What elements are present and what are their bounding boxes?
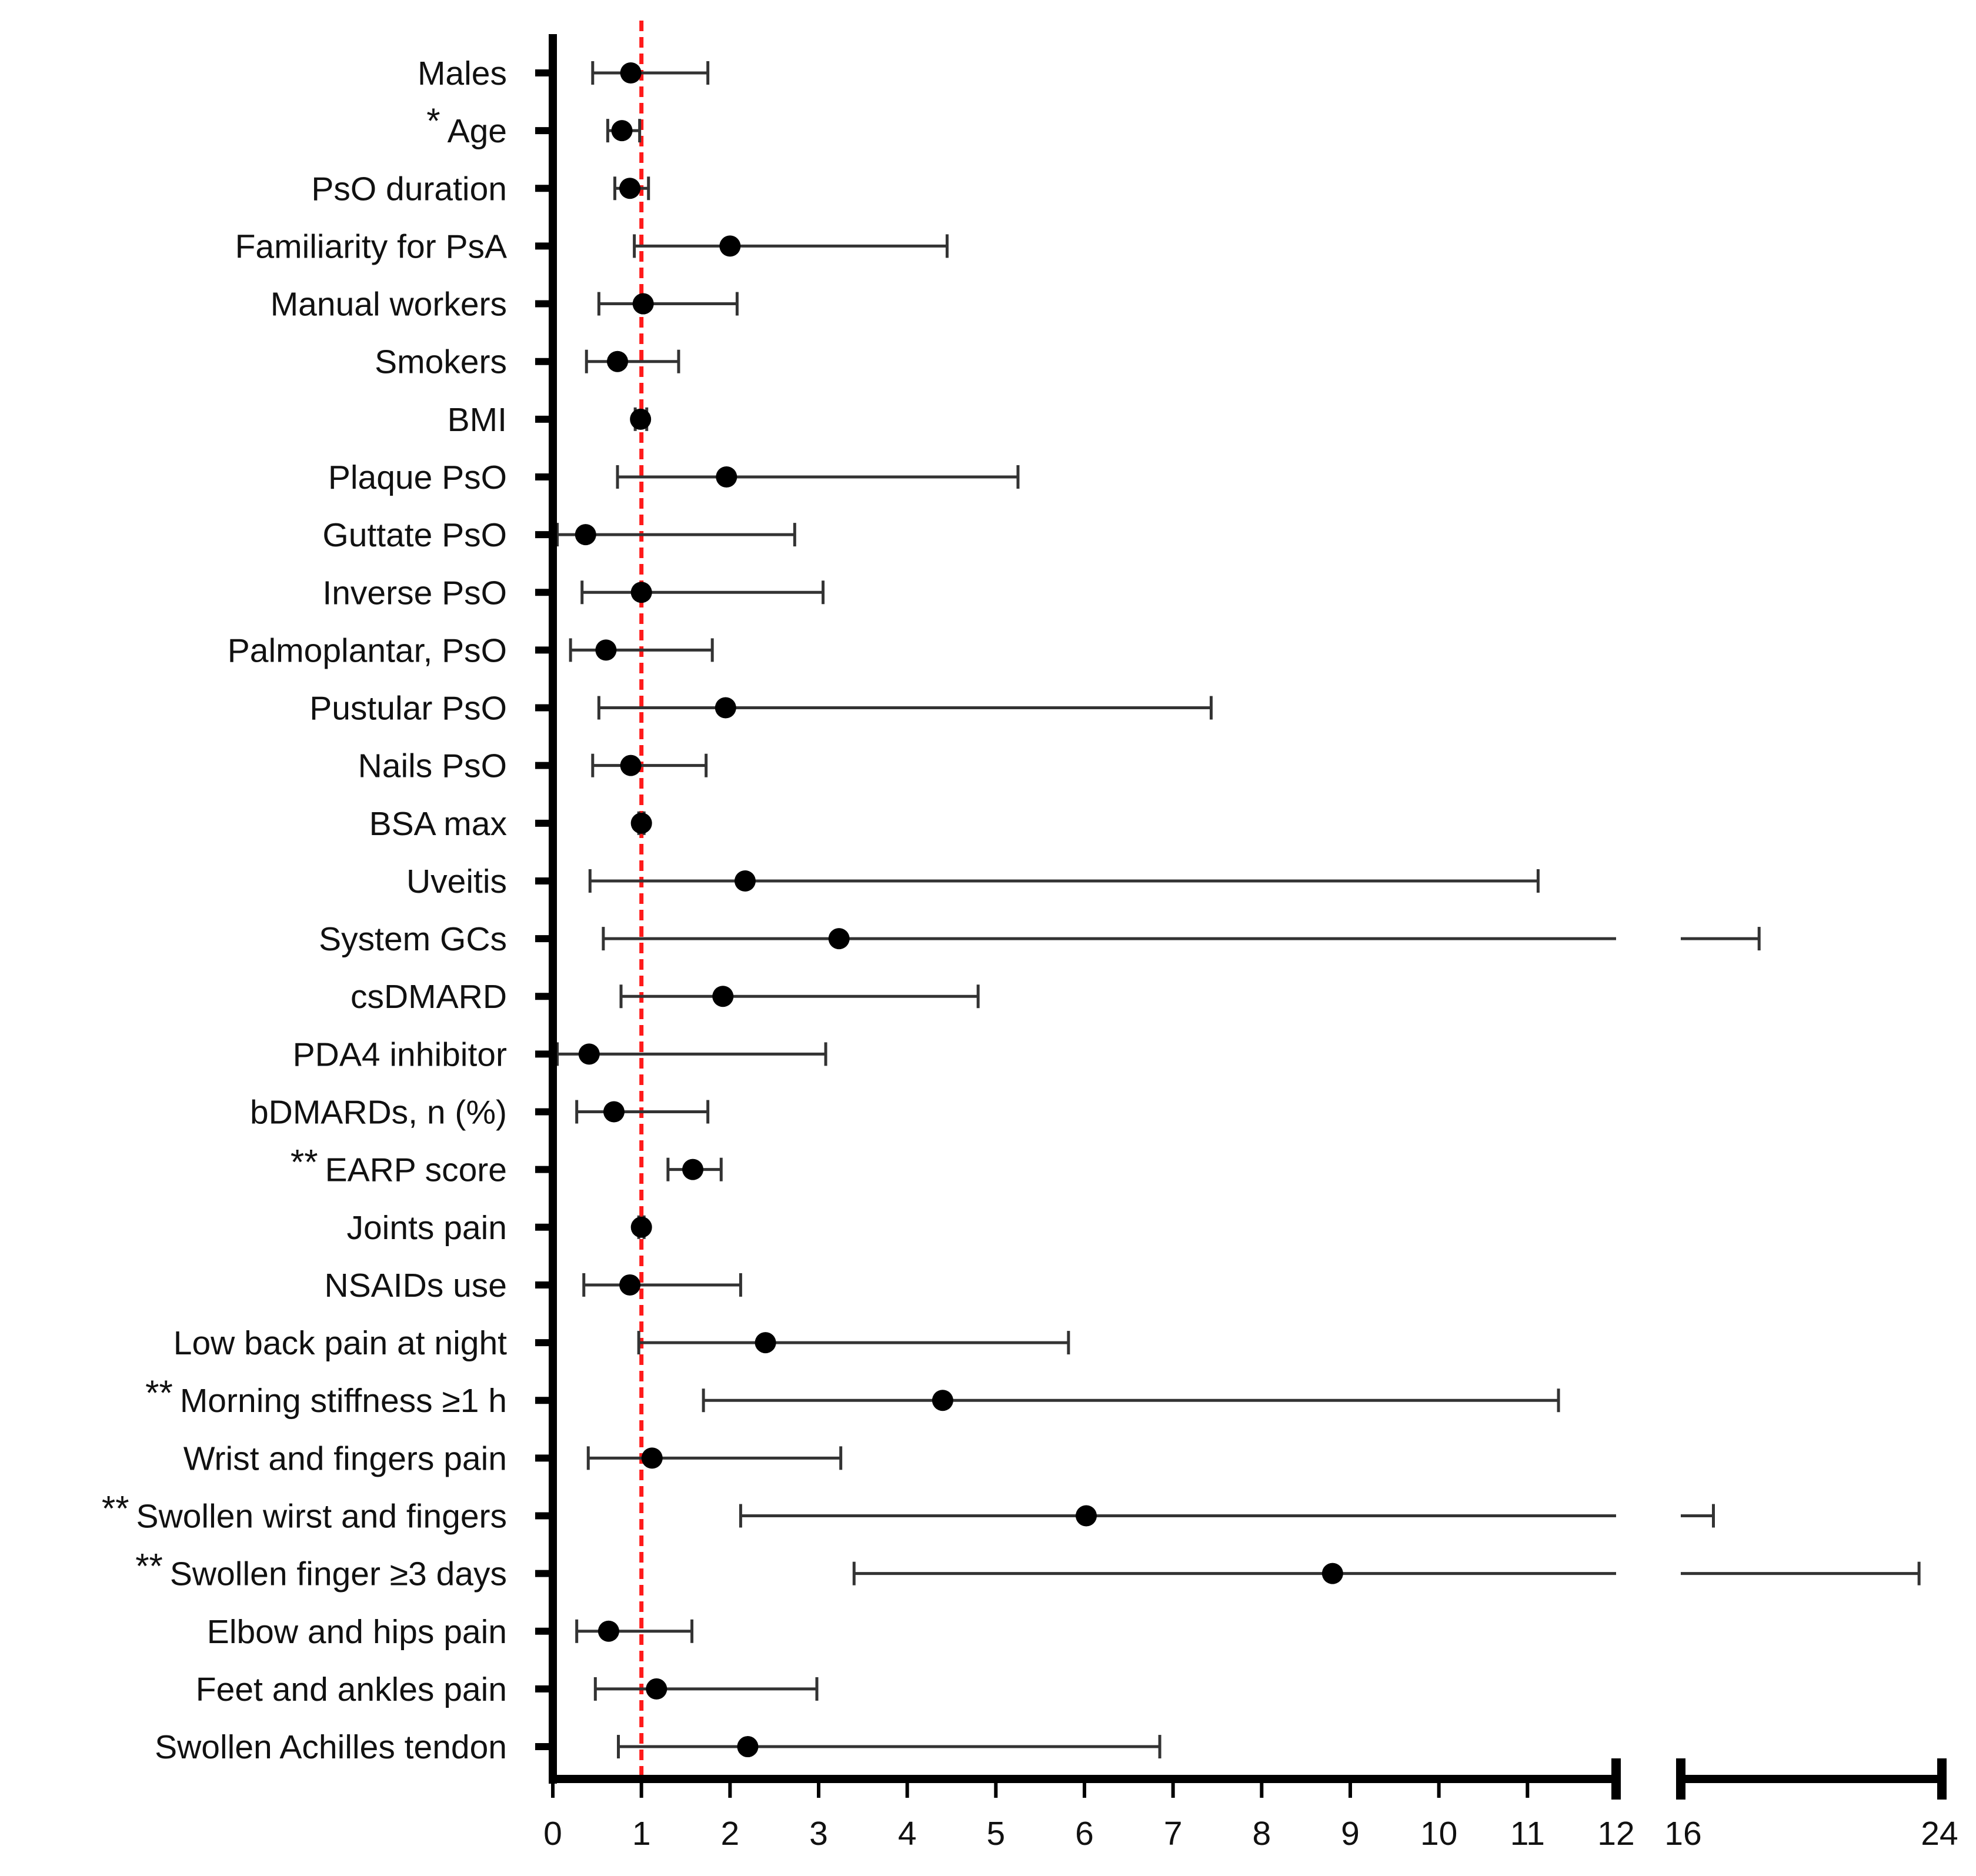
estimate-point <box>619 178 641 199</box>
significance-marker: ** <box>102 1489 129 1528</box>
estimate-point <box>630 1216 652 1238</box>
estimate-point <box>715 697 736 719</box>
row-label: Wrist and fingers pain <box>183 1440 507 1477</box>
estimate-point <box>595 639 617 661</box>
row-label: Swollen Achilles tendon <box>155 1728 507 1766</box>
estimate-point <box>630 408 652 430</box>
row-label: NSAIDs use <box>325 1267 507 1304</box>
estimate-point <box>1321 1563 1343 1584</box>
estimate-point <box>578 1043 600 1065</box>
row-label: Plaque PsO <box>328 459 507 496</box>
row-label: Swollen wirst and fingers <box>136 1498 507 1535</box>
row-label: System GCs <box>319 920 507 958</box>
row-label: Familiarity for PsA <box>235 228 507 265</box>
x-tick-label: 16 <box>1664 1815 1701 1852</box>
estimate-point <box>646 1678 667 1700</box>
x-tick-label: 3 <box>809 1815 828 1852</box>
row-label: Elbow and hips pain <box>207 1613 507 1651</box>
estimate-point <box>755 1332 776 1354</box>
row-label: csDMARD <box>351 978 507 1016</box>
estimate-point <box>575 524 596 546</box>
x-tick-label: 7 <box>1164 1815 1183 1852</box>
estimate-point <box>606 351 628 372</box>
estimate-points <box>575 62 1343 1758</box>
row-label: Low back pain at night <box>173 1324 507 1362</box>
estimate-point <box>734 870 756 892</box>
significance-marker: * <box>426 101 440 141</box>
row-label: BMI <box>448 401 507 439</box>
row-label: bDMARDs, n (%) <box>250 1094 507 1131</box>
row-label: Inverse PsO <box>322 574 507 612</box>
estimate-point <box>603 1101 625 1123</box>
estimate-point <box>611 120 633 142</box>
row-label: PsO duration <box>311 170 507 208</box>
estimate-point <box>620 755 642 776</box>
x-tick-label: 5 <box>986 1815 1005 1852</box>
estimate-point <box>828 928 850 950</box>
estimate-point <box>641 1447 663 1469</box>
row-label: Smokers <box>375 343 507 381</box>
row-label: Males <box>418 55 507 92</box>
estimate-point <box>932 1390 953 1411</box>
row-label: Nails PsO <box>358 747 507 785</box>
x-tick-label: 0 <box>543 1815 562 1852</box>
row-label: Morning stiffness ≥1 h <box>180 1382 507 1420</box>
estimate-point <box>620 62 642 84</box>
significance-marker: ** <box>145 1373 173 1413</box>
row-label: Uveitis <box>406 863 507 900</box>
estimate-point <box>712 986 734 1007</box>
estimate-point <box>632 293 654 315</box>
row-label: Age <box>448 112 507 150</box>
estimate-point <box>737 1736 759 1758</box>
row-label: BSA max <box>369 805 507 843</box>
row-label: EARP score <box>325 1151 507 1189</box>
estimate-point <box>598 1620 619 1642</box>
x-tick-label: 10 <box>1420 1815 1457 1852</box>
x-tick-label: 4 <box>898 1815 917 1852</box>
estimate-point <box>630 582 652 603</box>
row-label: Joints pain <box>346 1209 507 1247</box>
row-labels: Males Age* PsO duration Familiarity for PsA… <box>102 55 507 1766</box>
significance-marker: ** <box>135 1547 163 1586</box>
estimate-point <box>682 1159 704 1180</box>
row-label: Swollen finger ≥3 days <box>170 1555 507 1593</box>
x-tick-label: 24 <box>1921 1815 1958 1852</box>
row-label: Pustular PsO <box>309 690 507 727</box>
row-label: PDA4 inhibitor <box>293 1036 507 1073</box>
confidence-intervals <box>556 61 1921 1759</box>
estimate-point <box>719 235 741 257</box>
x-tick-label: 6 <box>1075 1815 1094 1852</box>
x-tick-label: 8 <box>1252 1815 1271 1852</box>
x-tick-label: 12 <box>1597 1815 1634 1852</box>
significance-marker: ** <box>291 1143 318 1182</box>
row-label: Palmoplantar, PsO <box>228 632 507 669</box>
estimate-point <box>1076 1505 1097 1527</box>
estimate-point <box>716 466 737 488</box>
x-tick-label: 1 <box>632 1815 651 1852</box>
estimate-point <box>630 812 652 834</box>
row-label: Manual workers <box>271 286 507 323</box>
axes: 0 1 2 3 4 5 6 7 8 9 10 11 12 16 24 <box>535 34 1958 1852</box>
row-label: Feet and ankles pain <box>196 1671 507 1708</box>
x-tick-label: 2 <box>720 1815 739 1852</box>
x-tick-label: 11 <box>1510 1815 1545 1852</box>
row-label: Guttate PsO <box>322 516 507 554</box>
estimate-point <box>619 1274 641 1296</box>
x-tick-label: 9 <box>1341 1815 1360 1852</box>
